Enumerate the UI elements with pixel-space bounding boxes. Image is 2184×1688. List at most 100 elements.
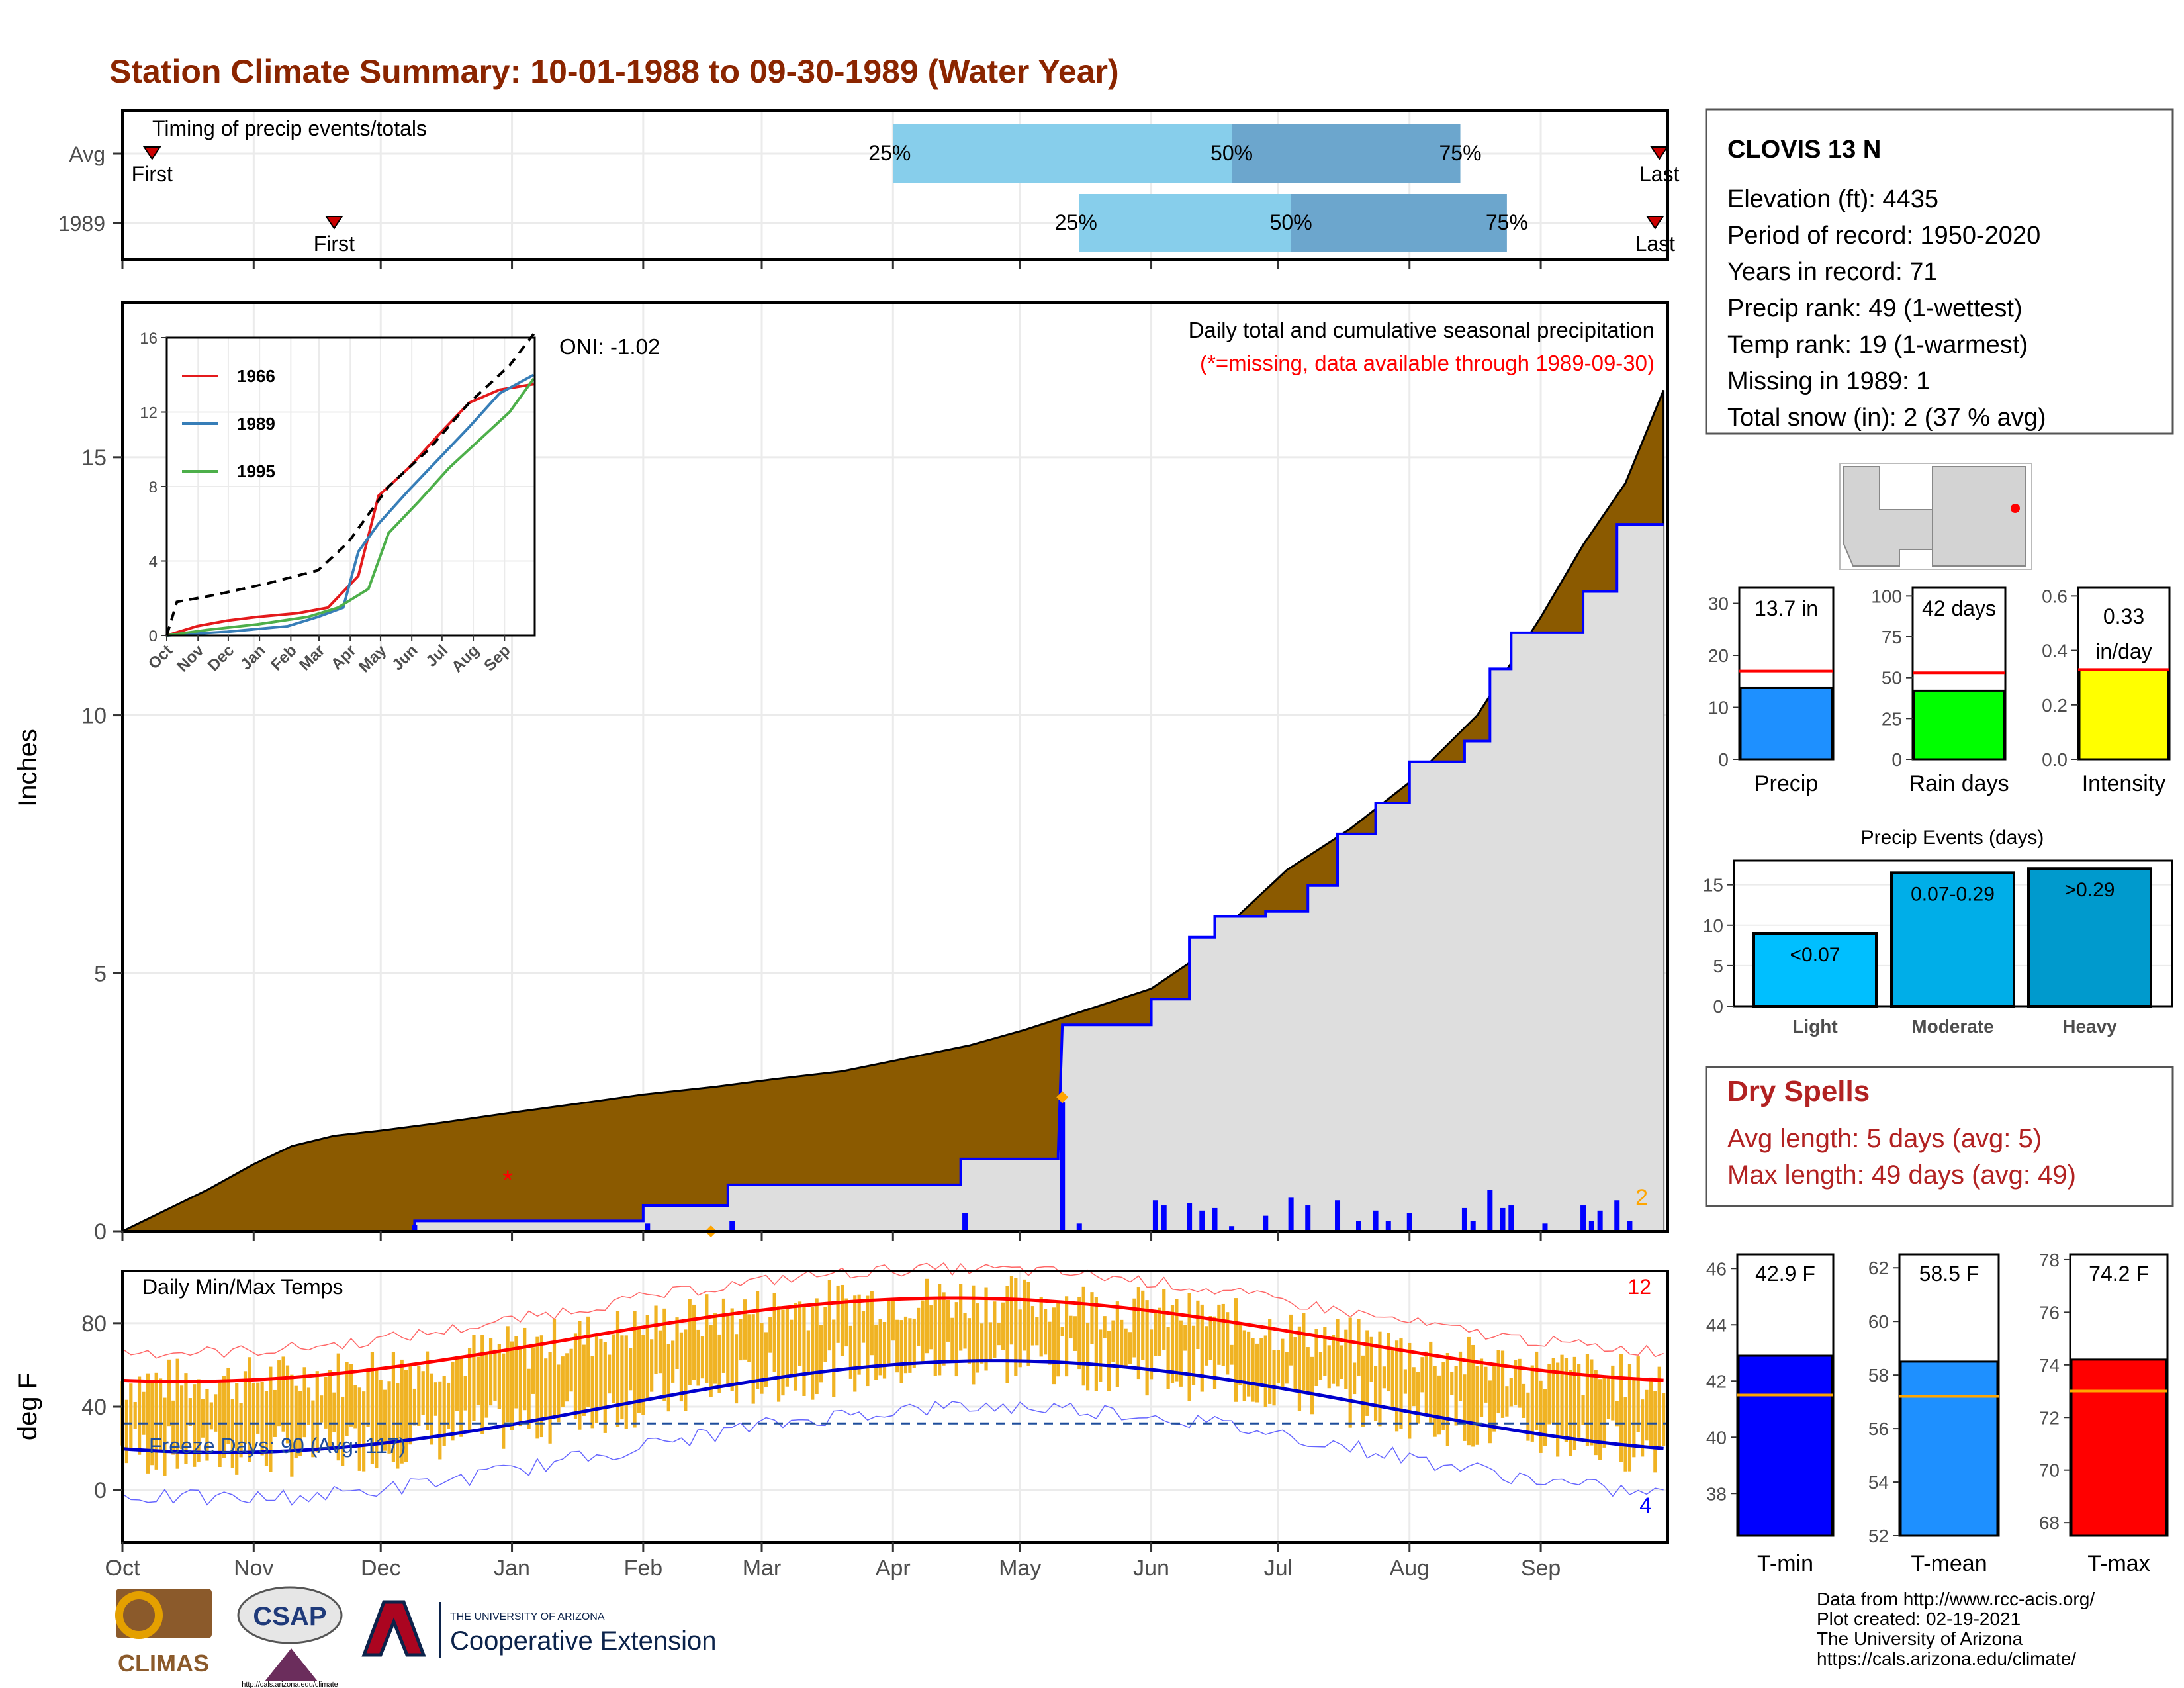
daily-temp-bar	[1488, 1380, 1492, 1444]
daily-temp-bar	[806, 1330, 810, 1374]
daily-precip-bar	[1461, 1207, 1467, 1231]
daily-temp-bar	[721, 1298, 726, 1373]
daily-temp-bar	[328, 1370, 332, 1450]
orange-diamond-marker	[1056, 1091, 1069, 1103]
daily-temp-bar	[1124, 1328, 1128, 1368]
month-axis-label: Oct	[105, 1556, 140, 1581]
timing-row-label: 1989	[58, 212, 105, 236]
daily-temp-bar	[527, 1368, 531, 1429]
temp-bar-value-label: 74.2 F	[2089, 1262, 2149, 1286]
daily-temp-bar	[1136, 1287, 1140, 1380]
daily-temp-bar	[362, 1391, 366, 1472]
daily-temp-bar	[912, 1318, 916, 1368]
daily-temp-bar	[878, 1319, 882, 1376]
daily-precip-bar	[1288, 1197, 1294, 1231]
daily-temp-bar	[557, 1364, 561, 1423]
daily-temp-bar	[1073, 1316, 1077, 1351]
daily-temp-bar	[1200, 1304, 1204, 1392]
inset-legend-label: 1989	[237, 414, 275, 434]
daily-temp-bar	[260, 1382, 264, 1456]
daily-temp-bar	[438, 1381, 442, 1460]
daily-precip-bar	[1229, 1226, 1235, 1231]
daily-temp-bar	[857, 1294, 861, 1375]
dry-spells-line: Max length: 49 days (avg: 49)	[1727, 1160, 2076, 1190]
temp-panel-title: Daily Min/Max Temps	[142, 1275, 343, 1299]
daily-temp-bar	[1353, 1362, 1357, 1395]
daily-temp-bar	[1212, 1316, 1217, 1389]
daily-temp-bar	[713, 1313, 717, 1384]
daily-temp-bar	[345, 1362, 349, 1436]
temp-bar-ytick-label: 74	[2039, 1355, 2060, 1376]
daily-temp-bar	[840, 1284, 844, 1356]
daily-temp-bar	[705, 1294, 709, 1383]
daily-temp-bar	[1378, 1331, 1382, 1427]
daily-temp-bar	[171, 1400, 175, 1455]
daily-temp-bar	[497, 1344, 501, 1409]
inset-series-line-1995	[166, 377, 535, 637]
daily-temp-bar	[281, 1356, 285, 1432]
precip-header: Daily total and cumulative seasonal prec…	[1189, 318, 1655, 342]
mini-bar-value	[1739, 686, 1833, 761]
daily-temp-bar	[124, 1399, 128, 1464]
daily-temp-bar	[400, 1359, 404, 1464]
quartile-label-25: 25%	[868, 141, 911, 165]
temp-bar-ytick-label: 46	[1706, 1258, 1727, 1279]
mini-bar-ytick-label: 25	[1882, 708, 1902, 729]
daily-temp-bar	[1424, 1351, 1428, 1415]
daily-temp-bar	[375, 1369, 379, 1469]
daily-temp-bar	[1344, 1329, 1348, 1389]
daily-temp-bar	[1187, 1293, 1191, 1401]
daily-temp-bar	[1314, 1329, 1318, 1387]
daily-temp-bar	[654, 1305, 658, 1374]
climas-logo-mark	[116, 1589, 212, 1638]
avg-max-line	[122, 1296, 1664, 1383]
station-info-line: Temp rank: 19 (1-warmest)	[1727, 331, 2028, 359]
daily-temp-bar	[404, 1370, 408, 1462]
daily-temp-bar	[1141, 1290, 1145, 1360]
daily-temp-bar	[1327, 1345, 1331, 1389]
daily-precip-bar	[1356, 1221, 1361, 1231]
daily-temp-bar	[1018, 1309, 1022, 1368]
daily-temp-bar	[751, 1314, 755, 1404]
daily-temp-bar	[163, 1397, 167, 1476]
events-ytick-label: 10	[1703, 915, 1723, 936]
temp-bar-ytick-label: 76	[2039, 1302, 2060, 1323]
daily-temp-bar	[472, 1335, 476, 1421]
daily-temp-bar	[1052, 1307, 1056, 1385]
daily-temp-bar	[1645, 1389, 1649, 1441]
daily-temp-bar	[1107, 1330, 1111, 1391]
daily-temp-bar	[396, 1383, 400, 1469]
events-ytick-label: 0	[1713, 996, 1723, 1017]
daily-temp-bar	[726, 1313, 730, 1384]
record-min-line	[122, 1400, 1664, 1506]
temp-bar-value-label: 42.9 F	[1755, 1262, 1815, 1286]
precip-ytick-label: 15	[81, 445, 107, 471]
daily-temp-bar	[608, 1354, 612, 1394]
daily-temp-bar	[1505, 1386, 1509, 1417]
daily-temp-bar	[1145, 1300, 1149, 1396]
daily-temp-bar	[294, 1385, 298, 1459]
daily-temp-bar	[446, 1382, 451, 1429]
daily-temp-bar	[620, 1335, 624, 1420]
mini-bar-unit-label: in/day	[2095, 639, 2152, 663]
daily-temp-bar	[184, 1373, 188, 1464]
daily-temp-bar	[790, 1319, 794, 1375]
daily-temp-bar	[1627, 1364, 1632, 1472]
daily-temp-bar	[1081, 1286, 1085, 1386]
daily-temp-bar	[1005, 1286, 1009, 1383]
daily-temp-bar	[1556, 1362, 1560, 1457]
daily-temp-bar	[959, 1284, 963, 1351]
temp-bar-ytick-label: 56	[1868, 1419, 1889, 1439]
daily-temp-bar	[412, 1388, 417, 1426]
daily-temp-bar	[1467, 1336, 1471, 1446]
daily-temp-bar	[1285, 1352, 1289, 1384]
timing-marker-triangle	[1650, 146, 1669, 160]
daily-temp-bar	[895, 1319, 899, 1373]
oni-label: ONI: -1.02	[559, 334, 660, 359]
daily-temp-bar	[1302, 1313, 1306, 1391]
daily-temp-bar	[993, 1301, 997, 1358]
daily-temp-bar	[1412, 1367, 1416, 1407]
daily-temp-bar	[273, 1389, 277, 1437]
station-info-box: CLOVIS 13 N Elevation (ft): 4435 Period of…	[1705, 108, 2174, 435]
